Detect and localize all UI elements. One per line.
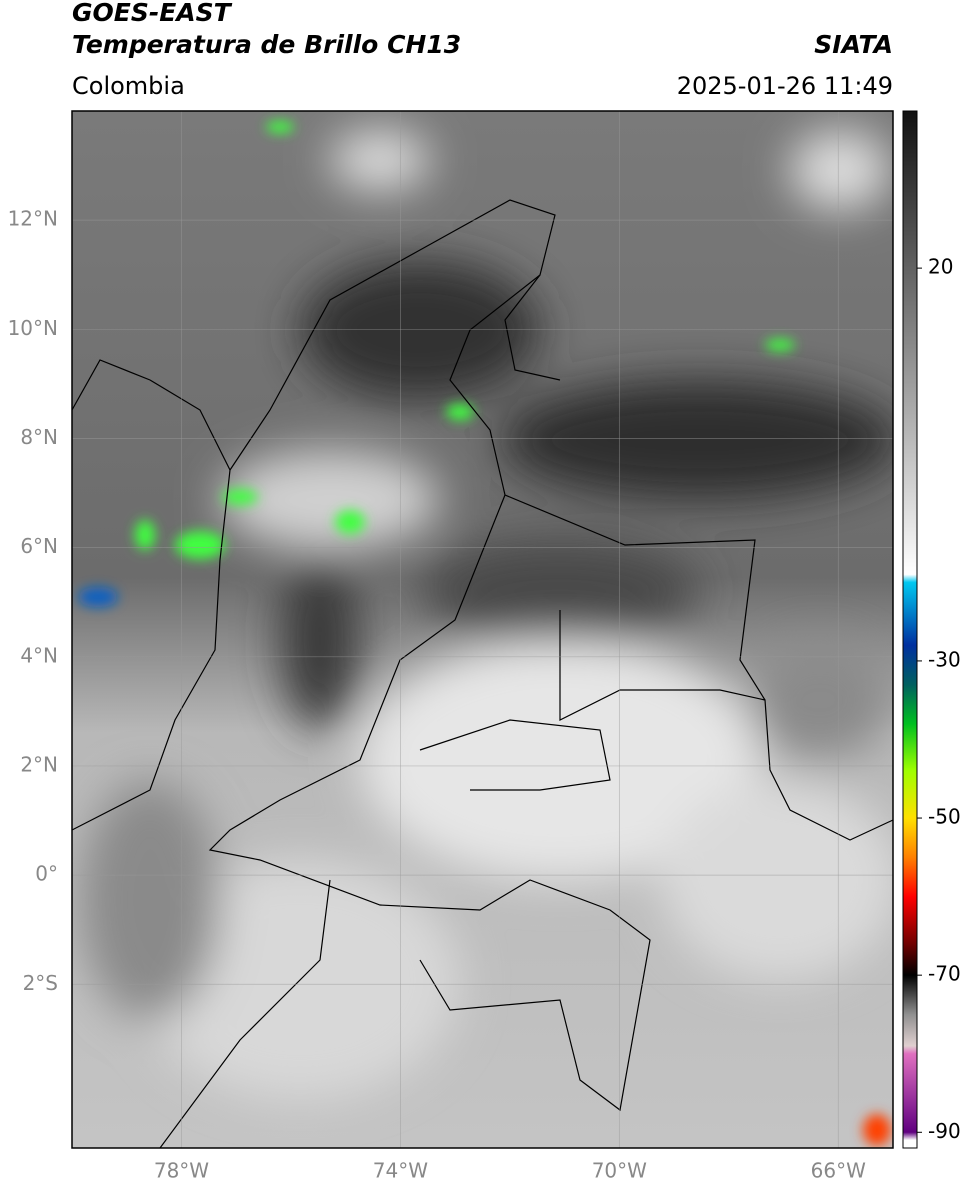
colorbar [902, 110, 918, 1149]
colorbar-tick-label: -90 [928, 1119, 961, 1143]
y-tick-label: 12°N [8, 207, 58, 231]
region: Colombia [72, 72, 185, 100]
source: SIATA [814, 30, 893, 59]
y-tick-label: 4°N [20, 643, 58, 667]
y-tick-label: 6°N [20, 534, 58, 558]
y-tick-label: 8°N [20, 425, 58, 449]
satellite-image [72, 111, 893, 1148]
colorbar-tick-label: -30 [928, 647, 961, 671]
colorbar-tick-label: -70 [928, 962, 961, 986]
y-tick-label: 2°N [20, 752, 58, 776]
colorbar-tick-label: -50 [928, 805, 961, 829]
x-tick-label: 70°W [592, 1159, 647, 1183]
y-tick-label: 2°S [23, 971, 58, 995]
map-frame [71, 110, 894, 1149]
subtitle: Temperatura de Brillo CH13 [72, 30, 461, 59]
date: 2025-01-26 11:49 [677, 72, 893, 100]
title: GOES-EAST [72, 0, 233, 27]
x-tick-label: 66°W [811, 1159, 866, 1183]
x-tick-label: 78°W [154, 1159, 209, 1183]
y-tick-label: 0° [35, 862, 58, 886]
y-tick-label: 10°N [8, 316, 58, 340]
colorbar-tick-label: 20 [928, 255, 953, 279]
x-tick-label: 74°W [373, 1159, 428, 1183]
